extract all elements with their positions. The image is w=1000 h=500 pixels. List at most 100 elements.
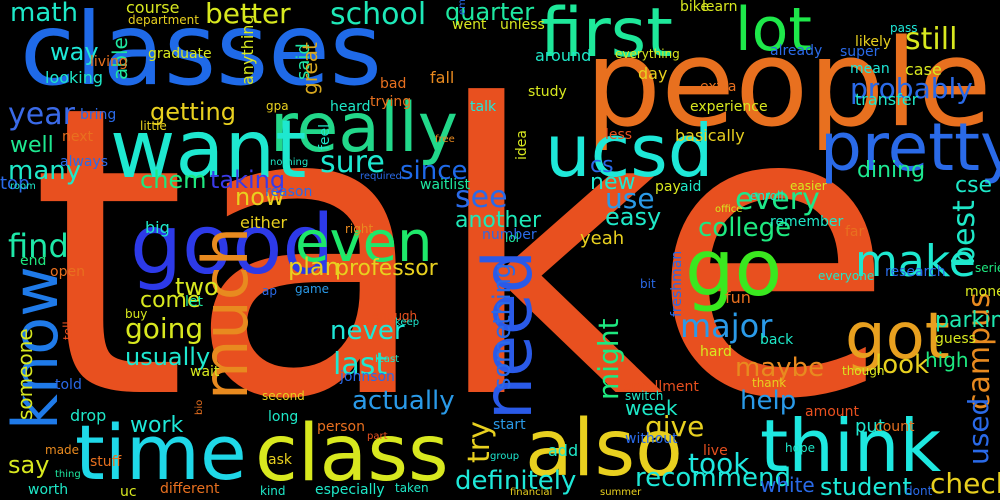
word-work: work: [130, 413, 184, 438]
word-required: required: [360, 171, 402, 182]
word-back: back: [760, 332, 794, 348]
word-time: time: [75, 408, 247, 497]
word-already: already: [770, 43, 823, 59]
word-worth: worth: [28, 482, 69, 498]
word-day: day: [638, 64, 668, 83]
word-start: start: [493, 417, 526, 433]
word-lol: lol: [505, 231, 520, 245]
word-right: right: [345, 222, 374, 236]
word-aid: aid: [680, 179, 702, 195]
word-free: free: [435, 134, 455, 145]
word-graduate: graduate: [148, 46, 212, 62]
word-better: better: [205, 0, 291, 30]
word-major: major: [680, 307, 773, 345]
word-anything: anything: [238, 14, 257, 85]
word-week: week: [625, 396, 678, 420]
word-pretty: pretty: [820, 109, 1000, 186]
word-college: college: [698, 213, 792, 243]
word-top: top: [0, 173, 30, 194]
word-many: many: [8, 156, 82, 186]
word-never: never: [330, 316, 405, 346]
word-every: every: [735, 182, 820, 217]
word-enroll: enroll: [750, 189, 784, 203]
word-now: now: [235, 183, 285, 211]
word-case: case: [905, 60, 942, 79]
word-hope: hope: [785, 441, 815, 455]
word-chem: chem: [140, 166, 207, 194]
word-learn: learn: [702, 0, 738, 15]
word-everything: everything: [615, 47, 680, 61]
word-wait: wait: [190, 364, 220, 380]
word-something: something: [488, 262, 516, 390]
word-two: two: [175, 273, 219, 301]
word-ap: ap: [262, 284, 277, 298]
word-money: money: [965, 284, 1000, 300]
word-talk: talk: [470, 99, 497, 115]
word-study: study: [528, 84, 567, 100]
word-far: far: [845, 224, 865, 240]
word-department: department: [128, 13, 199, 27]
word-ucsd: ucsd: [545, 109, 714, 193]
word-remember: remember: [770, 214, 844, 230]
word-since: since: [400, 156, 468, 186]
word-look: look: [875, 350, 930, 380]
word-dining: dining: [857, 158, 926, 183]
word-best: best: [947, 200, 982, 265]
word-give: give: [645, 410, 705, 443]
word-pass: pass: [890, 21, 918, 35]
word-taking: taking: [210, 166, 286, 194]
word-second: second: [262, 389, 305, 403]
word-definitely: definitely: [455, 466, 577, 496]
word-parking: parking: [935, 308, 1000, 333]
word-hard: hard: [700, 344, 732, 360]
word-fall: fall: [430, 68, 455, 87]
word-people: people: [585, 15, 992, 154]
word-use: use: [605, 182, 655, 215]
word-well: well: [10, 133, 54, 158]
word-game: game: [295, 282, 330, 296]
word-told: told: [55, 377, 82, 393]
word-plan: plan: [288, 253, 340, 281]
word-find: find: [8, 227, 69, 265]
word-transfer: transfer: [855, 90, 919, 109]
word-last: last: [333, 347, 388, 382]
word-white: white: [760, 473, 815, 497]
word-yeah: yeah: [580, 228, 625, 249]
word-especially: especially: [315, 482, 385, 498]
word-least: least: [375, 354, 400, 365]
word-got: got: [845, 300, 950, 374]
word-always: always: [60, 154, 109, 170]
word-financial: financial: [510, 487, 553, 498]
word-person: person: [317, 419, 365, 435]
word-part: part: [367, 431, 388, 442]
word-student: student: [820, 473, 912, 500]
word-office: office: [715, 204, 743, 215]
word-research: research: [885, 264, 946, 280]
word-amount: amount: [805, 404, 860, 420]
word-super: super: [840, 44, 880, 60]
word-living: living: [90, 54, 128, 70]
word-say: say: [8, 451, 50, 479]
word-made: made: [45, 443, 80, 457]
word-help: help: [740, 386, 797, 416]
word-take: take: [30, 22, 896, 487]
word-year: year: [8, 97, 75, 132]
word-mean: mean: [850, 61, 890, 77]
word-idea: idea: [514, 130, 530, 160]
word-also: also: [525, 404, 683, 494]
word-enough: enough: [372, 309, 418, 323]
word-school: school: [330, 0, 427, 32]
word-big: big: [145, 218, 170, 237]
word-cse: cse: [955, 173, 993, 198]
word-unless: unless: [500, 17, 545, 33]
word-bring: bring: [80, 107, 117, 123]
word-probably: probably: [850, 72, 973, 105]
word-new: new: [590, 170, 636, 195]
word-maybe: maybe: [735, 353, 825, 383]
word-taken: taken: [395, 481, 429, 495]
word-either: either: [240, 213, 288, 232]
word-really: really: [270, 89, 458, 168]
word-thing: thing: [55, 469, 81, 480]
word-going: going: [125, 312, 204, 345]
